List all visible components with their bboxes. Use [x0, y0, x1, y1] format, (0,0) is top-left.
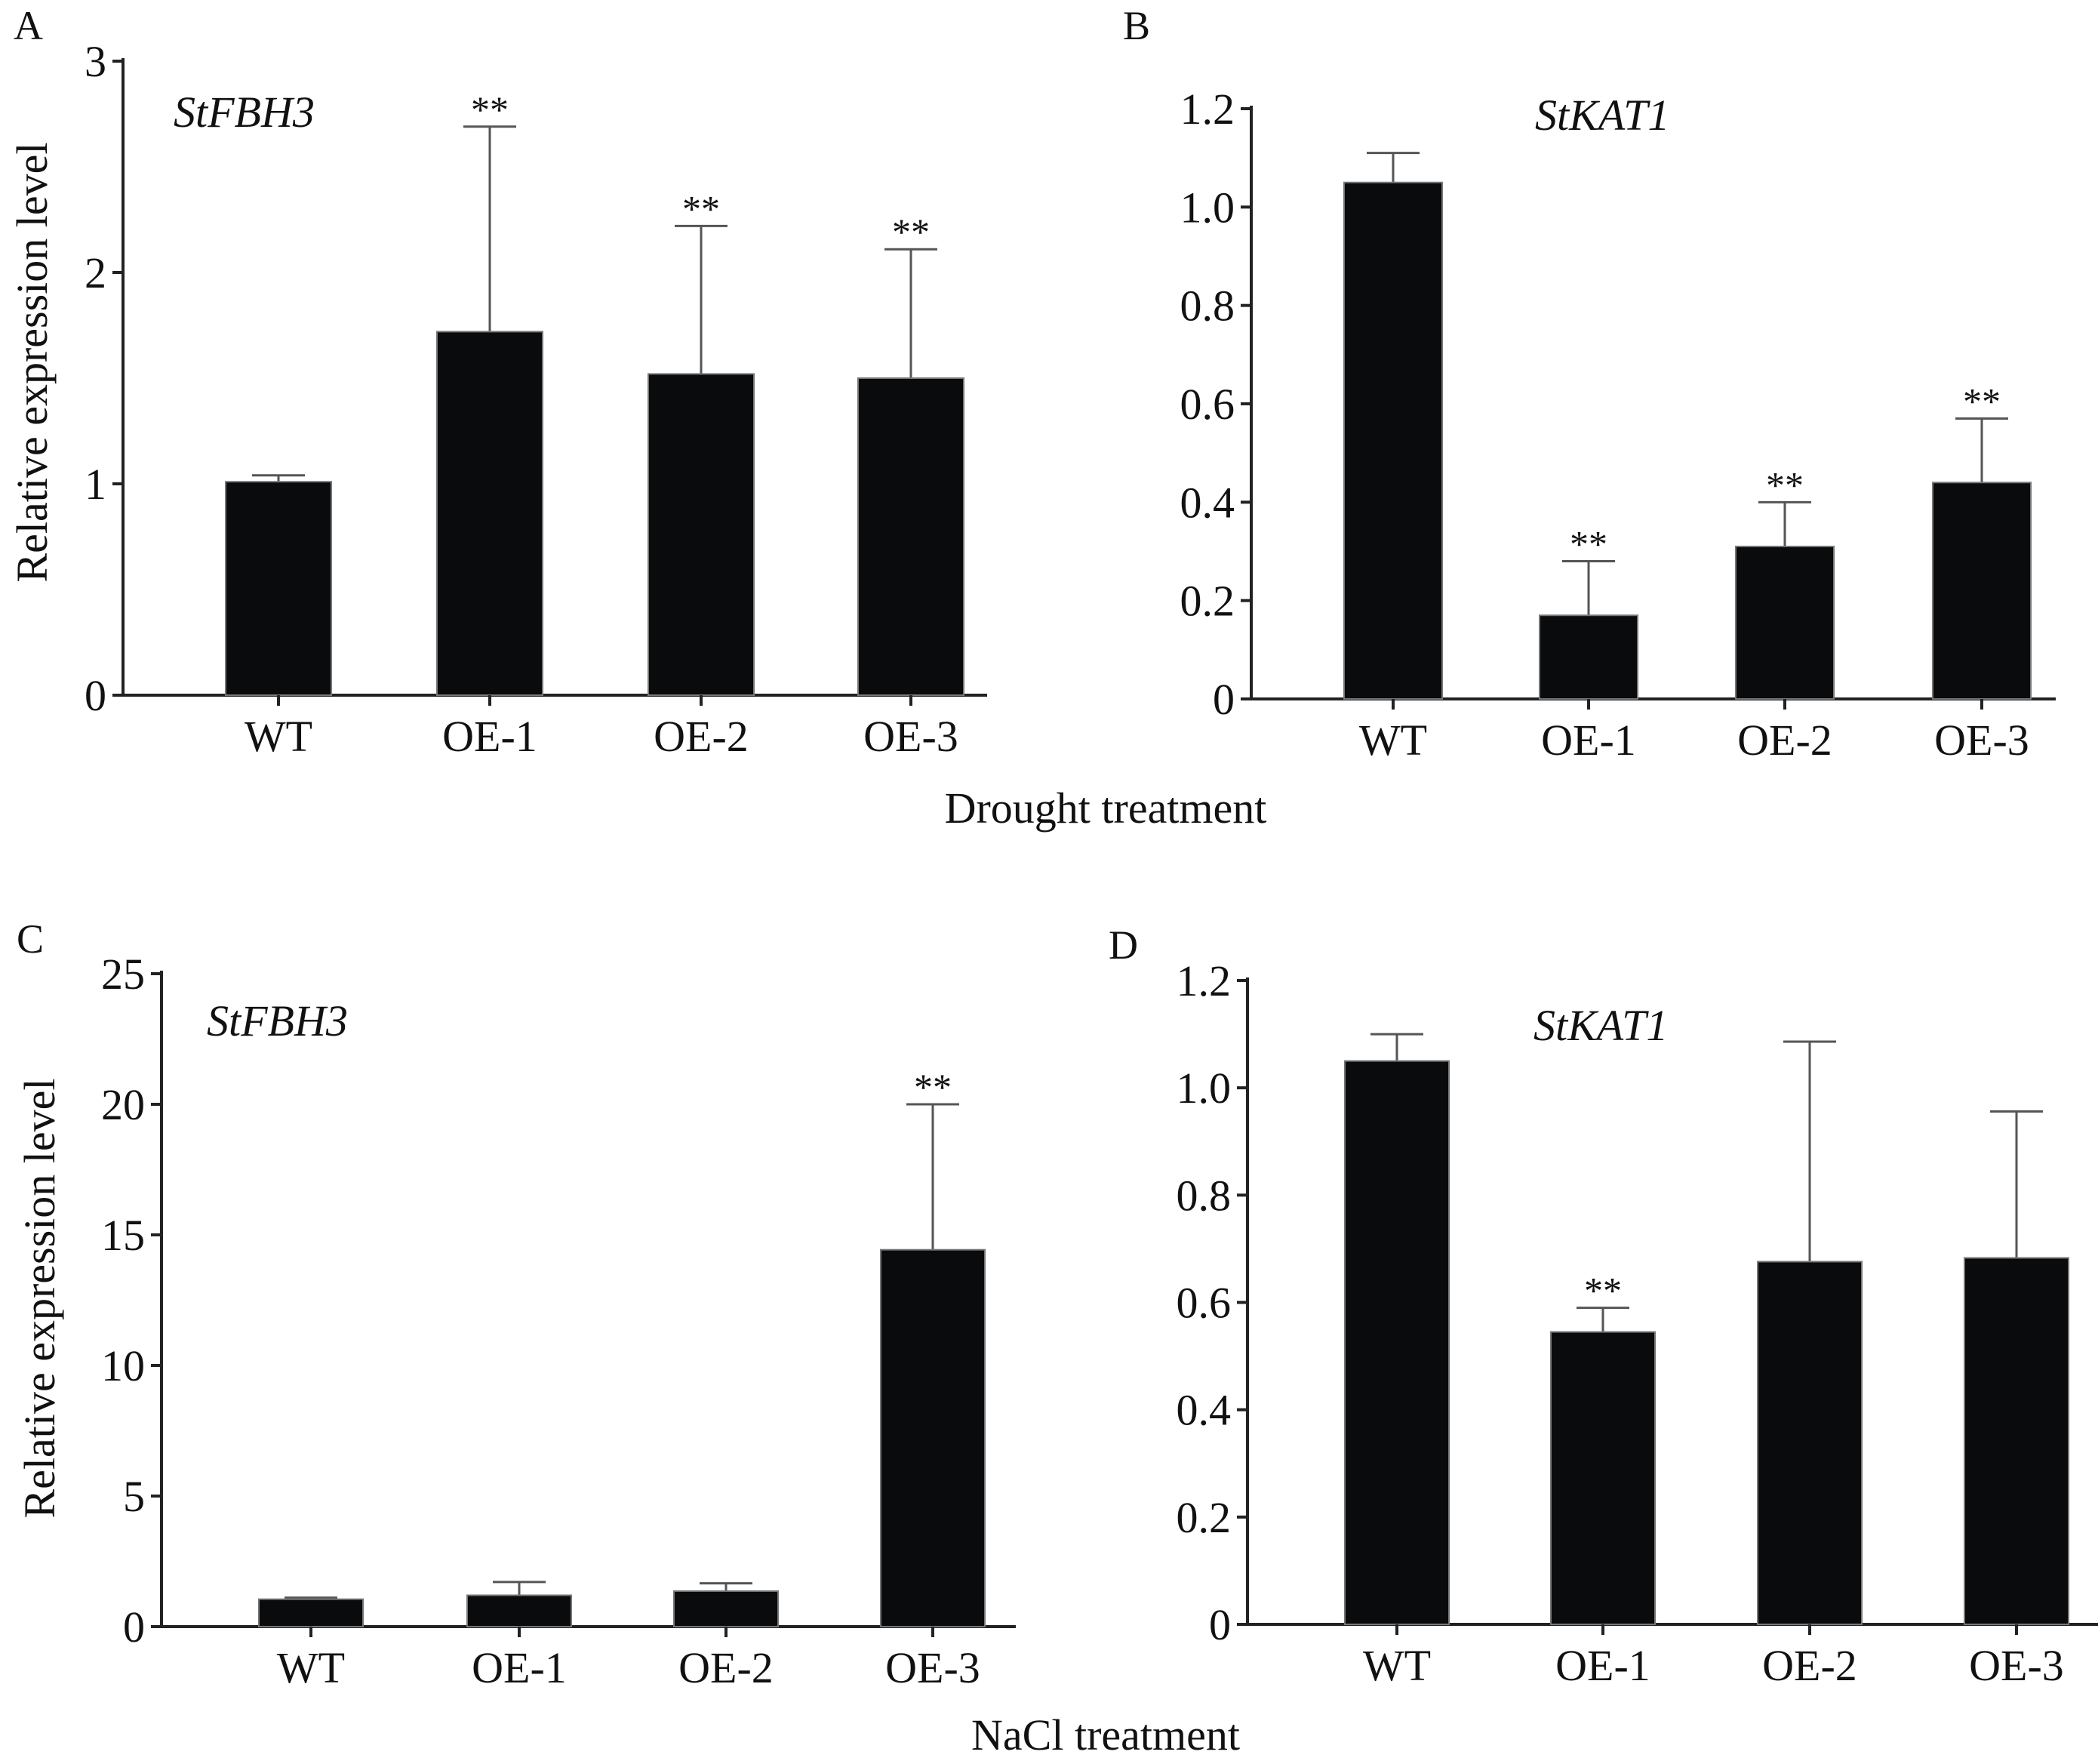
chart-title: StFBH3 — [174, 88, 315, 137]
y-tick-label: 0 — [1213, 675, 1235, 724]
x-tick-label: WT — [245, 712, 312, 761]
bar-oe-1 — [1539, 614, 1638, 700]
row-title-nacl: NaCl treatment — [971, 1710, 1240, 1759]
y-tick-label: 0.6 — [1180, 380, 1235, 429]
significance-label: ** — [914, 1066, 952, 1108]
y-tick-label: 10 — [101, 1341, 145, 1390]
y-tick-label: 0 — [1209, 1600, 1231, 1649]
bar-wt — [1343, 181, 1443, 700]
y-tick-label: 1.0 — [1177, 1064, 1232, 1113]
bar-oe-1 — [436, 331, 543, 696]
y-tick-label: 0.8 — [1180, 282, 1235, 331]
significance-label: ** — [1570, 523, 1607, 565]
y-tick-label: 1.2 — [1177, 956, 1232, 1005]
bar-oe-2 — [673, 1590, 779, 1628]
significance-label: ** — [471, 88, 509, 131]
panel-letter: B — [1123, 3, 1150, 48]
significance-label: ** — [892, 211, 930, 253]
bar-oe-2 — [1757, 1261, 1863, 1626]
y-tick-label: 5 — [123, 1472, 145, 1521]
chart-title: StKAT1 — [1535, 91, 1669, 140]
bar-oe-1 — [466, 1594, 572, 1627]
x-tick-label: OE-3 — [1969, 1641, 2064, 1690]
x-tick-label: WT — [1359, 716, 1427, 765]
y-tick-label: 0.8 — [1177, 1171, 1232, 1220]
significance-label: ** — [1963, 380, 2001, 423]
x-tick-label: OE-2 — [1762, 1641, 1857, 1690]
y-tick-label: 1.0 — [1180, 183, 1235, 232]
bar-oe-3 — [1932, 482, 2032, 700]
bar-oe-2 — [1735, 545, 1835, 700]
y-tick-label: 15 — [101, 1211, 145, 1260]
x-tick-label: OE-3 — [1934, 716, 2029, 765]
bar-wt — [225, 481, 332, 696]
y-tick-label: 0 — [85, 671, 106, 720]
significance-label: ** — [1766, 463, 1804, 506]
row-title-drought: Drought treatment — [945, 783, 1267, 833]
panel-letter: C — [17, 916, 44, 962]
x-tick-label: OE-2 — [654, 712, 749, 761]
y-tick-label: 25 — [101, 950, 145, 999]
panel-letter: A — [14, 3, 43, 48]
y-axis-label: Relative expression level — [8, 142, 57, 582]
y-tick-label: 0 — [123, 1602, 145, 1652]
y-tick-label: 0.2 — [1180, 577, 1235, 626]
bar-oe-2 — [648, 373, 755, 696]
bar-oe-3 — [857, 377, 964, 696]
y-tick-label: 2 — [85, 248, 106, 297]
y-tick-label: 20 — [101, 1080, 145, 1129]
bar-oe-3 — [1964, 1257, 2069, 1626]
y-tick-label: 0.4 — [1177, 1386, 1232, 1435]
x-tick-label: OE-1 — [1555, 1641, 1650, 1690]
y-tick-label: 0.2 — [1177, 1493, 1232, 1542]
y-tick-label: 1 — [85, 460, 106, 509]
y-tick-label: 3 — [85, 37, 106, 86]
bar-wt — [258, 1598, 364, 1627]
bar-wt — [1344, 1060, 1450, 1625]
panel-letter: D — [1109, 922, 1138, 968]
chart-title: StFBH3 — [207, 996, 348, 1045]
bar-oe-3 — [880, 1248, 986, 1628]
x-tick-label: OE-3 — [863, 712, 958, 761]
x-tick-label: WT — [277, 1643, 345, 1692]
x-tick-label: OE-1 — [1541, 716, 1636, 765]
chart-title: StKAT1 — [1534, 1001, 1668, 1050]
x-tick-label: OE-2 — [678, 1643, 774, 1692]
x-tick-label: WT — [1363, 1641, 1431, 1690]
significance-label: ** — [1584, 1270, 1622, 1312]
x-tick-label: OE-1 — [442, 712, 537, 761]
y-tick-label: 0.4 — [1180, 478, 1235, 527]
x-tick-label: OE-3 — [885, 1643, 980, 1692]
y-tick-label: 1.2 — [1180, 85, 1235, 134]
x-tick-label: OE-2 — [1737, 716, 1832, 765]
y-tick-label: 0.6 — [1177, 1279, 1232, 1328]
significance-label: ** — [682, 187, 720, 229]
x-tick-label: OE-1 — [472, 1643, 567, 1692]
bar-oe-1 — [1550, 1331, 1656, 1625]
y-axis-label: Relative expression level — [15, 1078, 64, 1518]
